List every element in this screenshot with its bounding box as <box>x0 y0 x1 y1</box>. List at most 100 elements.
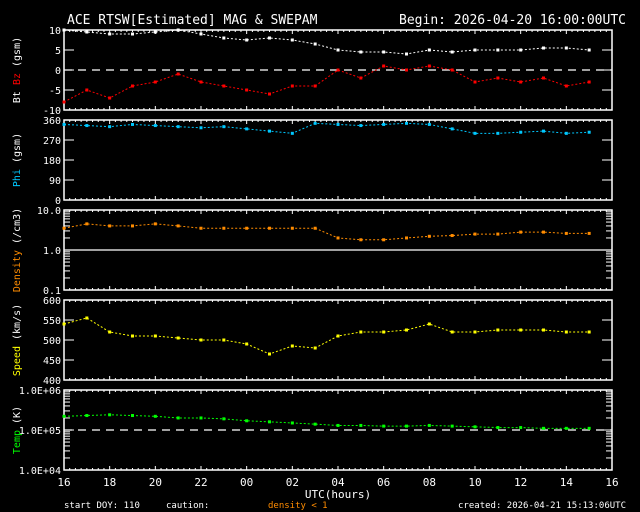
data-point <box>382 330 386 334</box>
data-point <box>268 36 271 40</box>
y-axis-label-part: (/cm3) <box>12 208 23 250</box>
y-axis-label-part: Temp <box>12 430 23 454</box>
y-tick-label: 500 <box>43 336 61 347</box>
y-axis-label-part: Bt <box>12 91 23 103</box>
data-point <box>496 48 500 52</box>
data-point <box>427 122 431 126</box>
data-point <box>587 130 591 134</box>
chart-title: ACE RTSW[Estimated] MAG & SWEPAM <box>67 13 318 28</box>
series-speed <box>62 316 591 356</box>
data-point <box>131 32 134 36</box>
data-point <box>564 84 568 88</box>
y-tick-label: 270 <box>43 136 61 147</box>
series-trace <box>63 122 590 134</box>
data-point <box>587 231 591 235</box>
panel-speed: 400 450 500 550 600 Speed (km/s) <box>12 296 613 387</box>
data-point <box>290 421 294 425</box>
data-point <box>222 417 226 421</box>
data-point <box>496 328 500 332</box>
x-tick-label: 02 <box>286 476 299 489</box>
data-point <box>405 121 408 125</box>
y-axis-label-part: Speed <box>12 346 23 376</box>
y-axis-label-part: (K) <box>12 406 23 430</box>
y-tick-label: -10 <box>43 106 61 117</box>
y-tick-label: 1.0E+05 <box>19 426 61 437</box>
y-tick-label: 1.0 <box>43 246 61 257</box>
data-point <box>382 64 386 68</box>
y-axis-label-part: Phi <box>12 169 23 187</box>
data-point <box>290 38 294 42</box>
start-doy: start DOY: 110 <box>64 501 140 511</box>
begin-time: Begin: 2026-04-20 16:00:00UTC <box>399 13 626 28</box>
data-point <box>519 48 523 52</box>
series-trace <box>63 317 590 355</box>
data-point <box>245 342 249 346</box>
data-point <box>108 96 112 100</box>
data-point <box>587 330 591 334</box>
caution-value: density < 1 <box>268 501 328 511</box>
y-axis-label-part: (km/s) <box>12 304 23 346</box>
data-point <box>268 129 271 133</box>
y-axis-label: Bt Bz (gsm) <box>12 37 23 103</box>
y-tick-label: 0 <box>55 66 61 77</box>
data-point <box>62 28 66 32</box>
y-tick-label: 0.1 <box>43 286 61 297</box>
data-point <box>268 352 271 356</box>
data-point <box>176 72 180 76</box>
panel-phi: 0 90 180 270 360 Phi (gsm) <box>12 116 613 207</box>
x-tick-label: 16 <box>605 476 618 489</box>
x-tick-label: 10 <box>468 476 481 489</box>
series-density <box>62 222 591 242</box>
data-point <box>542 129 545 133</box>
data-point <box>85 30 89 34</box>
data-point <box>473 425 477 429</box>
panel-bt: -10 -5 0 5 10 Bt Bz (gsm) <box>12 26 613 117</box>
data-point <box>450 50 454 54</box>
data-point <box>359 76 363 80</box>
data-point <box>108 32 112 36</box>
data-point <box>176 125 180 129</box>
data-point <box>427 322 431 326</box>
y-tick-label: 450 <box>43 356 61 367</box>
data-point <box>62 322 66 326</box>
data-point <box>313 226 317 230</box>
data-point <box>359 50 363 54</box>
data-point <box>336 334 340 338</box>
data-point <box>268 420 271 424</box>
data-point <box>176 416 180 420</box>
data-point <box>427 423 431 427</box>
data-point <box>427 64 431 68</box>
data-point <box>542 76 545 80</box>
data-point <box>245 127 249 131</box>
data-point <box>222 125 226 129</box>
data-point <box>199 338 203 342</box>
data-point <box>153 414 157 418</box>
x-tick-label: 22 <box>194 476 207 489</box>
data-point <box>359 124 363 128</box>
x-tick-label: 20 <box>149 476 162 489</box>
data-point <box>496 426 500 430</box>
data-point <box>405 68 408 72</box>
data-point <box>153 80 157 84</box>
data-point <box>496 131 500 135</box>
data-point <box>587 80 591 84</box>
data-point <box>108 330 112 334</box>
data-point <box>313 121 317 125</box>
data-point <box>199 416 203 420</box>
y-tick-label: 10 <box>49 26 61 37</box>
series-temp <box>62 413 591 430</box>
x-tick-label: 12 <box>514 476 527 489</box>
data-point <box>473 48 477 52</box>
series-trace <box>63 29 590 55</box>
data-point <box>427 48 431 52</box>
data-point <box>245 226 249 230</box>
data-point <box>496 76 500 80</box>
series-bz <box>62 64 591 104</box>
x-tick-labels: 16 18 20 22 00 02 04 06 08 10 12 14 16 <box>57 476 618 489</box>
y-axis-label-part: (gsm) <box>12 37 23 73</box>
data-point <box>245 419 249 423</box>
data-point <box>519 426 523 430</box>
data-point <box>519 130 523 134</box>
data-point <box>108 413 112 417</box>
y-tick-label: 550 <box>43 316 61 327</box>
